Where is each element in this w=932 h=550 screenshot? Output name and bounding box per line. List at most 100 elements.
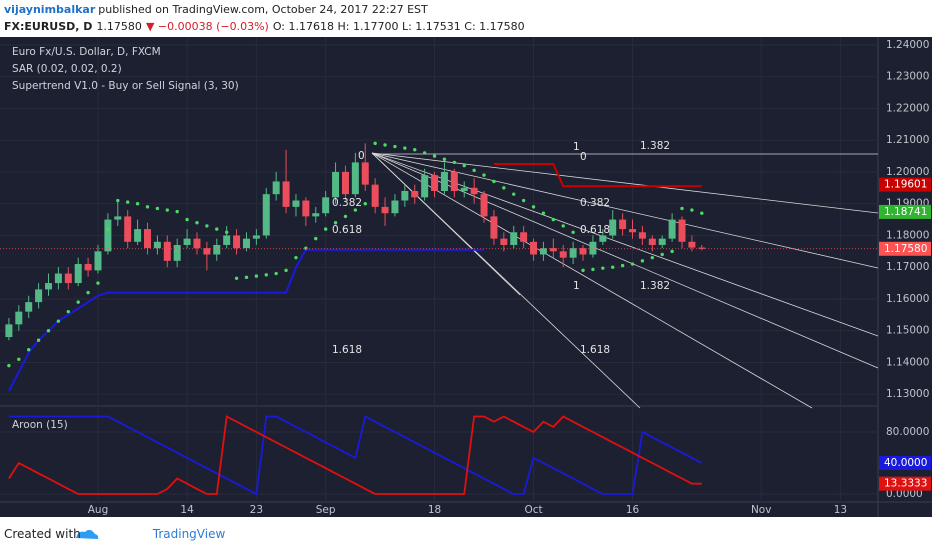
legend-supertrend: Supertrend V1.0 - Buy or Sell Signal (3,… <box>12 80 239 92</box>
sar-dot <box>363 201 367 206</box>
candle-body <box>460 187 468 191</box>
candle-body <box>213 244 221 255</box>
author: vijaynimbalkar <box>4 3 96 16</box>
sar-dot <box>343 214 348 219</box>
supertrend-down <box>493 163 702 188</box>
pane-title: Aroon (15) <box>12 419 68 431</box>
fib-label: 1.618 <box>332 344 362 356</box>
candle-body <box>143 229 151 249</box>
candle-body <box>292 200 300 207</box>
y-tick-label: 1.21000 <box>886 134 929 146</box>
fib-label: 1.618 <box>580 344 610 356</box>
sar-dot <box>660 252 664 257</box>
sar-dot <box>264 273 268 277</box>
price-badge-label: 1.17580 <box>884 243 927 255</box>
sar-dot <box>650 255 655 260</box>
sar-dot <box>502 186 506 190</box>
candle-body <box>431 175 439 191</box>
sar-dot <box>353 208 358 212</box>
candle-body <box>638 232 646 239</box>
candle-body <box>114 216 122 220</box>
candle-body <box>629 229 637 233</box>
sar-dot <box>106 227 110 231</box>
sar-dot <box>234 276 239 281</box>
sar-dot <box>432 154 437 158</box>
value-badge-label: 13.3333 <box>884 478 927 490</box>
header-line-1: vijaynimbalkar published on TradingView.c… <box>4 3 432 16</box>
value-badge <box>879 456 931 471</box>
footer: Created with TradingView <box>4 527 229 541</box>
sar-dot <box>155 206 160 211</box>
y-tick-label: 1.22000 <box>886 102 929 114</box>
sar-dot <box>393 144 397 149</box>
sar-dot <box>66 309 70 314</box>
candle-body <box>440 171 448 191</box>
candle-body <box>569 248 577 258</box>
candle-body <box>242 238 250 249</box>
candle-body <box>480 194 488 217</box>
supertrend-up <box>8 248 484 392</box>
candle-body <box>153 241 161 249</box>
x-tick-label: 18 <box>428 504 441 516</box>
candle-body <box>74 264 82 284</box>
candle-body <box>54 273 62 284</box>
sar-dot <box>422 151 427 155</box>
sar-dot <box>383 143 387 147</box>
x-tick-label: Sep <box>316 504 336 516</box>
fib-line <box>371 152 879 214</box>
sar-dot <box>46 329 51 333</box>
sar-dot <box>620 263 625 268</box>
fib-label: 0.618 <box>332 224 362 236</box>
sar-dot <box>27 348 31 352</box>
price-badge-label: 1.18741 <box>884 206 927 218</box>
price-badge <box>879 204 931 219</box>
candle-body <box>391 200 399 214</box>
candle-body <box>411 190 419 198</box>
candle-body <box>163 241 171 261</box>
sar-dot <box>36 338 41 342</box>
sar-dot <box>195 221 199 225</box>
legend-sar: SAR (0.02, 0.02, 0.2) <box>12 63 122 75</box>
sar-dot <box>452 160 457 165</box>
sar-dot <box>254 274 259 278</box>
candle-body <box>688 241 696 248</box>
candle-body <box>233 235 241 249</box>
y-tick-label: 1.24000 <box>886 39 929 51</box>
logo-cloud <box>76 529 99 539</box>
fib-label: 1.382 <box>640 280 670 292</box>
value-badge <box>879 476 931 491</box>
candle-body <box>262 194 270 236</box>
sar-dot <box>413 148 417 152</box>
candle-body <box>341 171 349 195</box>
fib-label: 1 <box>573 280 580 292</box>
candle-body <box>658 238 666 245</box>
sar-dot <box>601 266 605 270</box>
sar-dot <box>185 217 189 222</box>
sar-dot <box>76 300 80 304</box>
sar-dot <box>323 227 328 231</box>
sar-dot <box>611 265 615 269</box>
sar-dot <box>541 211 546 215</box>
candle-body <box>5 324 13 338</box>
sar-dot <box>403 146 407 150</box>
sar-dot <box>86 290 90 295</box>
sar-dot <box>125 200 130 204</box>
x-tick-label: Oct <box>524 504 542 516</box>
sar-dot <box>56 319 61 323</box>
candle-body <box>619 219 627 230</box>
candle-body <box>351 162 359 195</box>
sar-dot <box>571 230 575 234</box>
sar-dot <box>17 357 21 361</box>
sar-dot <box>442 157 447 161</box>
candle-body <box>401 190 409 201</box>
sar-dot <box>205 224 209 228</box>
header-line-2: FX:EURUSD, D 1.17580 ▼ −0.00038 (−0.03%) O:… <box>4 20 529 33</box>
y-tick-label: 1.20000 <box>886 166 929 178</box>
fib-label: 0 <box>358 150 365 162</box>
candle-body <box>15 311 23 325</box>
sar-dot <box>7 363 11 368</box>
sar-dot <box>373 141 377 146</box>
candle-body <box>45 283 53 290</box>
candle-body <box>25 302 33 312</box>
